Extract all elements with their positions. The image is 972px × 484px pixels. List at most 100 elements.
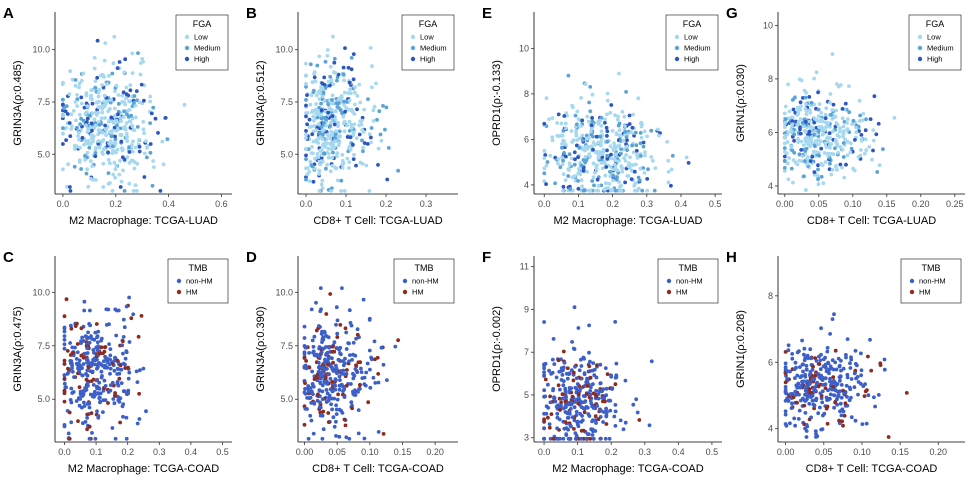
data-point <box>385 177 390 182</box>
data-point <box>843 137 847 142</box>
data-point <box>868 337 872 342</box>
data-point <box>577 146 582 150</box>
y-tick-label: 7.5 <box>280 97 293 107</box>
data-point <box>138 72 143 77</box>
data-point <box>635 152 640 157</box>
y-tick-label: 9 <box>524 304 529 314</box>
data-point <box>334 412 339 416</box>
data-point <box>838 378 842 383</box>
data-point <box>350 406 354 411</box>
data-point <box>594 421 598 425</box>
data-point <box>353 393 358 397</box>
data-point <box>89 176 93 181</box>
data-point <box>863 389 868 394</box>
data-point <box>823 362 828 367</box>
data-point <box>551 387 556 391</box>
data-point <box>77 385 82 390</box>
data-point <box>802 88 807 93</box>
data-point <box>313 156 317 161</box>
data-point <box>570 394 575 399</box>
data-point <box>320 81 325 86</box>
data-point <box>839 368 843 373</box>
data-point <box>124 85 129 90</box>
data-point <box>632 183 637 188</box>
data-point <box>596 119 601 124</box>
data-point <box>330 120 334 124</box>
data-point <box>849 415 854 420</box>
data-point <box>121 402 126 406</box>
data-point <box>823 112 828 117</box>
data-point <box>342 90 347 95</box>
data-point <box>625 148 629 153</box>
data-point <box>73 83 78 88</box>
data-point <box>793 119 798 124</box>
data-point <box>304 345 308 350</box>
data-point <box>796 109 800 113</box>
data-point <box>608 111 613 115</box>
data-point <box>878 363 883 367</box>
data-point <box>302 352 307 357</box>
data-point <box>85 104 90 108</box>
data-point <box>307 117 312 122</box>
data-point <box>630 163 635 168</box>
data-point <box>127 295 131 300</box>
data-point <box>810 398 815 403</box>
data-point <box>312 400 316 405</box>
data-point <box>797 158 802 163</box>
data-point <box>303 406 308 411</box>
data-point <box>807 387 812 392</box>
data-point <box>62 381 67 386</box>
data-point <box>817 102 822 107</box>
data-point <box>789 144 794 149</box>
data-point <box>354 363 358 368</box>
data-point <box>364 370 369 375</box>
data-point <box>788 392 792 397</box>
data-point <box>575 382 580 386</box>
data-point <box>542 426 546 431</box>
data-point <box>628 155 632 160</box>
data-point <box>118 363 123 368</box>
data-point <box>607 436 612 441</box>
data-point <box>588 109 593 114</box>
data-point <box>542 171 547 176</box>
data-point <box>130 124 135 129</box>
data-point <box>309 124 314 129</box>
y-axis-label: GRIN3A(ρ:0.485) <box>12 60 24 145</box>
data-point <box>656 127 660 132</box>
data-point <box>352 112 357 116</box>
data-point <box>589 401 594 406</box>
data-point <box>841 132 846 136</box>
x-tick-label: 0.15 <box>878 199 896 209</box>
data-point <box>823 160 828 164</box>
data-point <box>790 356 795 361</box>
x-axis-label: CD8+ T Cell: TCGA-LUAD <box>807 215 936 227</box>
data-point <box>62 391 67 396</box>
data-point <box>123 57 128 62</box>
data-point <box>334 322 338 327</box>
data-point <box>792 138 796 143</box>
data-point <box>816 384 821 389</box>
data-point <box>119 367 124 372</box>
data-point <box>590 179 595 183</box>
data-point <box>78 112 82 117</box>
data-point <box>85 351 90 355</box>
legend-title: FGA <box>683 19 702 29</box>
data-point <box>112 368 117 373</box>
data-point <box>333 377 338 381</box>
data-point <box>348 321 353 325</box>
data-point <box>590 116 594 120</box>
data-point <box>338 345 343 350</box>
data-point <box>364 163 369 168</box>
data-point <box>131 189 136 193</box>
data-point <box>642 171 647 175</box>
data-point <box>86 184 91 189</box>
x-tick-label: 0.05 <box>815 447 833 457</box>
data-point <box>603 120 607 125</box>
data-point <box>107 119 111 124</box>
data-point <box>555 121 559 125</box>
data-point <box>304 103 308 108</box>
data-point <box>65 185 69 189</box>
data-point <box>355 332 360 337</box>
data-point <box>339 178 344 183</box>
data-point <box>813 429 818 433</box>
